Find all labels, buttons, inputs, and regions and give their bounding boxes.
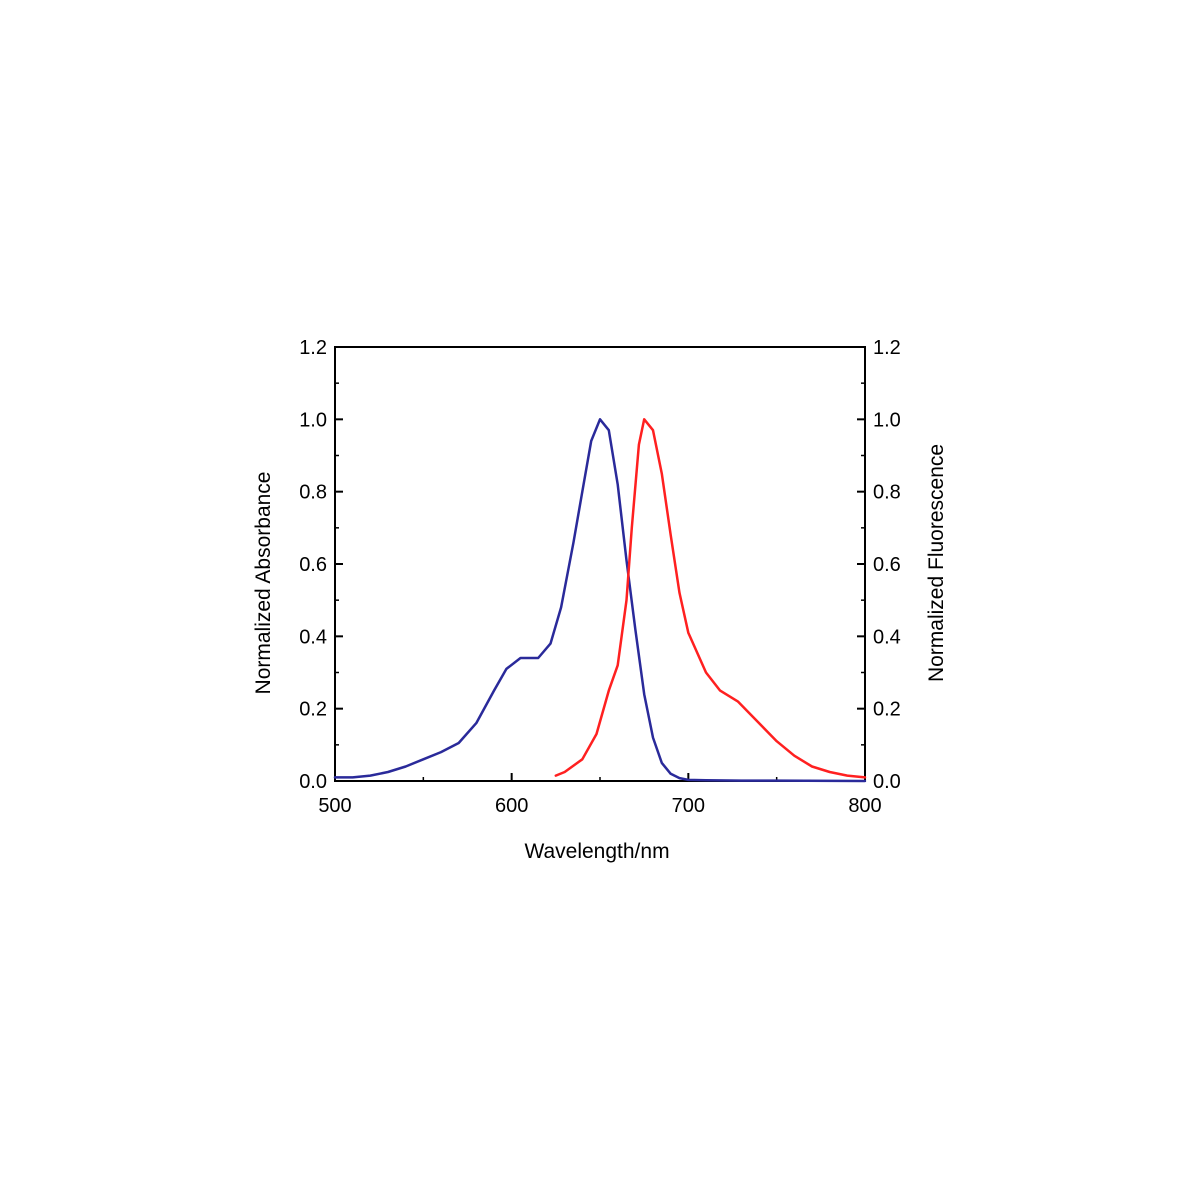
x-tick-label: 700 bbox=[672, 795, 705, 817]
y-tick-label-left: 0.2 bbox=[299, 699, 327, 721]
y-tick-label-right: 0.2 bbox=[873, 699, 901, 721]
y-axis-label-left: Normalized Absorbance bbox=[252, 472, 275, 695]
plot-frame bbox=[334, 346, 866, 782]
fluorescence-series-line bbox=[554, 418, 867, 779]
y-tick-label-left: 1.2 bbox=[299, 337, 327, 359]
y-tick-label-left: 0.6 bbox=[299, 554, 327, 576]
y-tick-label-left: 1.0 bbox=[299, 409, 327, 431]
y-tick-label-right: 0.8 bbox=[873, 482, 901, 504]
y-tick-label-left: 0.0 bbox=[299, 771, 327, 793]
tick-labels: 0.0 0.0 0.2 0.2 0.4 0.4 0.6 0.6 0.8 0.8 1.0 1.0 1.2 1… bbox=[299, 337, 901, 817]
x-tick-label: 800 bbox=[848, 795, 881, 817]
y-axis-label-right: Normalized Fluorescence bbox=[925, 444, 948, 682]
absorbance-series-line bbox=[333, 418, 867, 783]
y-tick-label-right: 1.2 bbox=[873, 337, 901, 359]
axis-ticks bbox=[334, 346, 866, 782]
x-tick-label: 600 bbox=[495, 795, 528, 817]
y-tick-label-right: 0.0 bbox=[873, 771, 901, 793]
y-tick-label-right: 1.0 bbox=[873, 409, 901, 431]
y-tick-label-left: 0.8 bbox=[299, 482, 327, 504]
y-tick-label-left: 0.4 bbox=[299, 626, 327, 648]
y-tick-label-right: 0.6 bbox=[873, 554, 901, 576]
x-tick-label: 500 bbox=[318, 795, 351, 817]
x-axis-label: Wavelength/nm bbox=[524, 840, 669, 863]
series-group bbox=[333, 418, 867, 783]
y-tick-label-right: 0.4 bbox=[873, 626, 901, 648]
